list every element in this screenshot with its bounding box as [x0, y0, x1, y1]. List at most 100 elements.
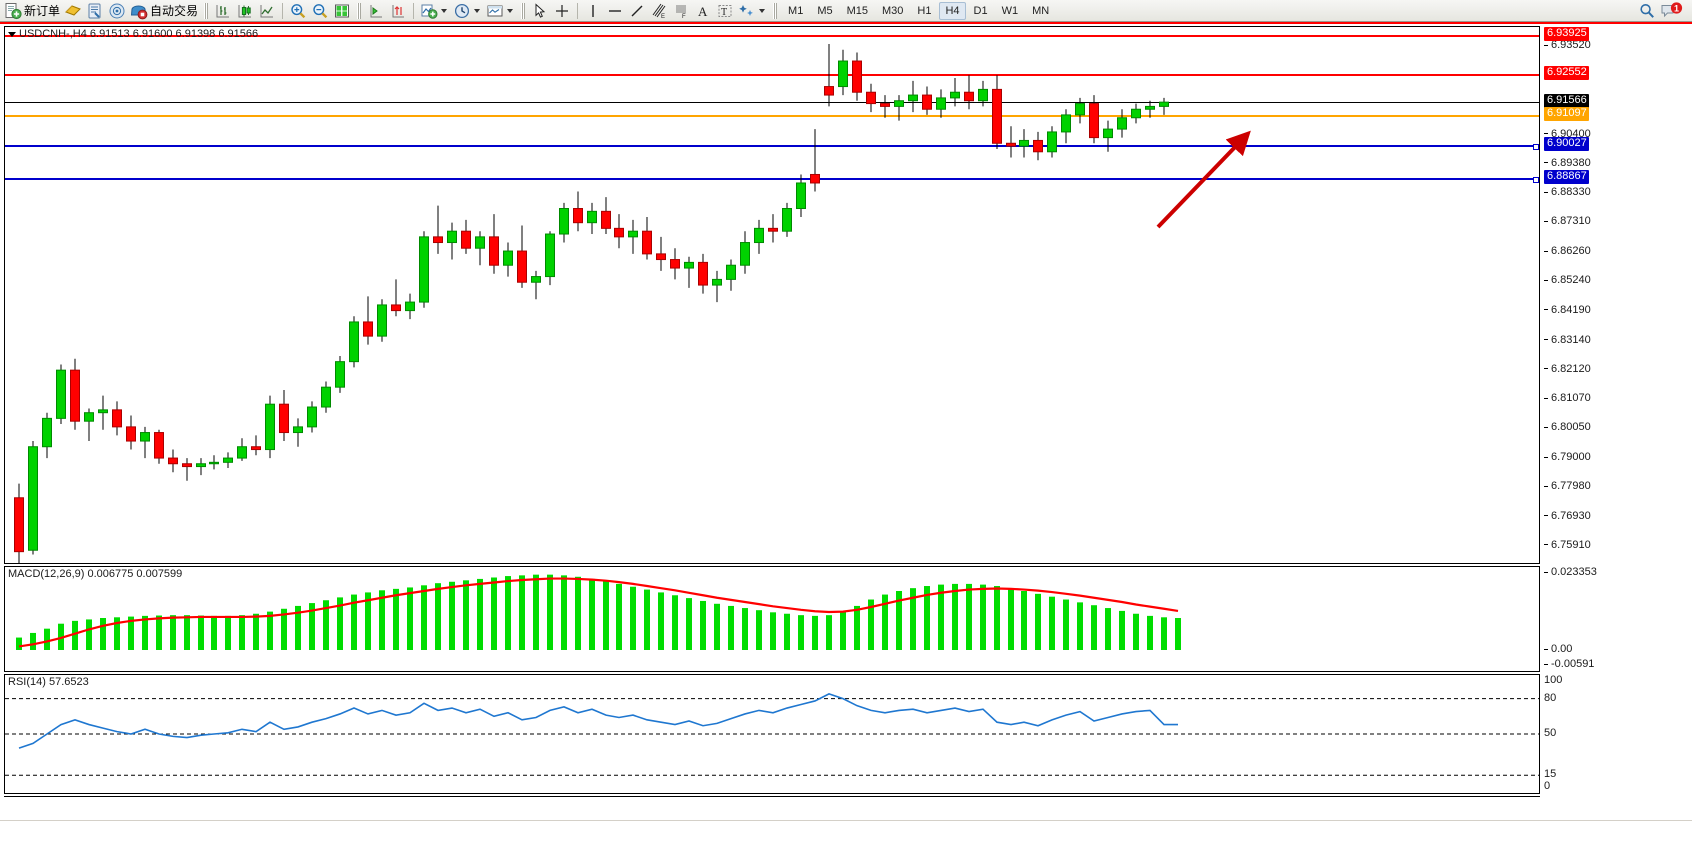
main-toolbar: 新订单 [0, 0, 1692, 22]
price-tick: 6.84190 [1544, 304, 1591, 316]
indicators-icon [420, 2, 438, 20]
timeframe-m1[interactable]: M1 [788, 4, 804, 17]
level-anchor-handle[interactable] [1533, 177, 1539, 184]
timeframe-m5[interactable]: M5 [817, 4, 833, 17]
crosshair-tool-button[interactable] [551, 1, 573, 21]
tile-windows-button[interactable] [331, 1, 353, 21]
toolbar-grip-4[interactable] [773, 2, 778, 19]
svg-text:T: T [721, 7, 727, 18]
level-line-6-88867[interactable] [5, 177, 1539, 184]
level-line-6-90027[interactable] [5, 144, 1539, 151]
new-order-label: 新订单 [24, 4, 61, 18]
collapse-triangle-icon[interactable] [8, 31, 16, 37]
svg-text:E: E [661, 14, 665, 20]
zoom-out-button[interactable] [309, 1, 331, 21]
auto-scroll-icon [389, 2, 407, 20]
search-button[interactable] [1636, 1, 1658, 21]
bar-chart-button[interactable] [212, 1, 234, 21]
indicators-button[interactable] [418, 1, 451, 21]
level-line-6-93925[interactable] [5, 34, 1539, 37]
templates-button[interactable] [484, 1, 517, 21]
shapes-icon [738, 2, 756, 20]
candlestick-chart-icon [236, 2, 254, 20]
candlestick-chart-button[interactable] [234, 1, 256, 21]
zoom-in-button[interactable] [287, 1, 309, 21]
price-axis[interactable]: 6.93520 6.90400 6.89380 6.88330 6.87310 6.862… [1544, 26, 1692, 564]
periods-icon [453, 2, 471, 20]
macd-axis[interactable]: 0.023353 0.00 -0.00591 [1544, 566, 1692, 672]
level-anchor-handle[interactable] [1533, 144, 1539, 151]
shift-end-button[interactable] [365, 1, 387, 21]
level-line-6-91566[interactable] [5, 101, 1539, 103]
rsi-axis[interactable]: 100 80 50 15 0 [1544, 674, 1692, 794]
fibonacci-button[interactable]: F [670, 1, 692, 21]
expert-advisors-button[interactable] [62, 1, 84, 21]
level-line-6-91097[interactable] [5, 115, 1539, 117]
vertical-line-button[interactable] [582, 1, 604, 21]
tile-windows-icon [333, 2, 351, 20]
text-button[interactable]: A [692, 1, 714, 21]
rsi-pane[interactable]: RSI(14) 57.6523 [4, 674, 1540, 794]
chart-workspace[interactable]: USDCNH-,H4 6.91513 6.91600 6.91398 6.915… [0, 22, 1692, 845]
horizontal-line-icon [606, 2, 624, 20]
templates-icon [486, 2, 504, 20]
timeframe-h1[interactable]: H1 [917, 4, 932, 17]
data-window-button[interactable] [84, 1, 106, 21]
alerts-button[interactable]: 1 [1658, 1, 1692, 21]
bottom-strip [0, 800, 1692, 845]
navigator-button[interactable] [106, 1, 128, 21]
resistance-top-tag[interactable]: 6.93925 [1544, 26, 1589, 41]
periods-chevron-down-icon[interactable] [474, 8, 481, 13]
templates-chevron-down-icon[interactable] [507, 8, 514, 13]
toolbar-separator-3 [577, 2, 579, 19]
rsi-pane-title: RSI(14) 57.6523 [8, 676, 89, 688]
cursor-tool-button[interactable] [529, 1, 551, 21]
price-tick: 6.75910 [1544, 539, 1591, 551]
auto-scroll-button[interactable] [387, 1, 409, 21]
periods-button[interactable] [451, 1, 484, 21]
price-tick: 6.76930 [1544, 510, 1591, 522]
macd-pane[interactable]: MACD(12,26,9) 0.006775 0.007599 [4, 566, 1540, 672]
level-line-6-92552[interactable] [5, 73, 1539, 76]
trendline-button[interactable] [626, 1, 648, 21]
toolbar-grip-1[interactable] [204, 2, 209, 19]
macd-series [16, 574, 1181, 650]
vertical-line-icon [584, 2, 602, 20]
toolbar-grip-2[interactable] [357, 2, 362, 19]
price-tick: 6.90400 [1544, 128, 1591, 140]
toolbar-grip-3[interactable] [521, 2, 526, 19]
crosshair-icon [553, 2, 571, 20]
timeframe-w1[interactable]: W1 [1001, 4, 1019, 17]
pivot-tag[interactable]: 6.91097 [1544, 107, 1589, 121]
line-chart-button[interactable] [256, 1, 278, 21]
equidistant-channel-button[interactable]: E [648, 1, 670, 21]
support-tag[interactable]: 6.90027 [1544, 137, 1589, 152]
timeframe-m30[interactable]: M30 [882, 4, 904, 17]
horizontal-line-button[interactable] [604, 1, 626, 21]
text-label-button[interactable]: T [714, 1, 736, 21]
support-lower-tag[interactable]: 6.88867 [1544, 170, 1589, 185]
price-chart-pane[interactable]: USDCNH-,H4 6.91513 6.91600 6.91398 6.915… [4, 26, 1540, 564]
resistance-tag[interactable]: 6.92552 [1544, 65, 1589, 80]
shapes-button[interactable] [736, 1, 769, 21]
macd-tick: 0.00 [1544, 643, 1572, 655]
last-price-tag[interactable]: 6.91566 [1544, 93, 1589, 108]
rsi-tick: 50 [1544, 727, 1557, 739]
timeframe-m15[interactable]: M15 [846, 4, 868, 17]
trendline-icon [628, 2, 646, 20]
indicators-chevron-down-icon[interactable] [441, 8, 448, 13]
new-order-icon [4, 2, 22, 20]
new-order-button[interactable]: 新订单 [2, 1, 62, 21]
auto-trading-button[interactable]: 自动交易 [128, 1, 200, 21]
timeframe-d1[interactable]: D1 [973, 4, 988, 17]
timeframe-mn[interactable]: MN [1032, 4, 1050, 17]
line-chart-icon [258, 2, 276, 20]
rsi-tick: 100 [1544, 674, 1563, 686]
shapes-chevron-down-icon[interactable] [759, 8, 766, 13]
bullish-breakout-arrow[interactable] [5, 27, 1539, 563]
price-tick: 6.82120 [1544, 363, 1591, 375]
svg-text:A: A [698, 4, 708, 19]
price-tick: 6.81070 [1544, 392, 1591, 404]
price-tick: 6.86260 [1544, 245, 1591, 257]
timeframe-h4[interactable]: H4 [939, 1, 966, 20]
